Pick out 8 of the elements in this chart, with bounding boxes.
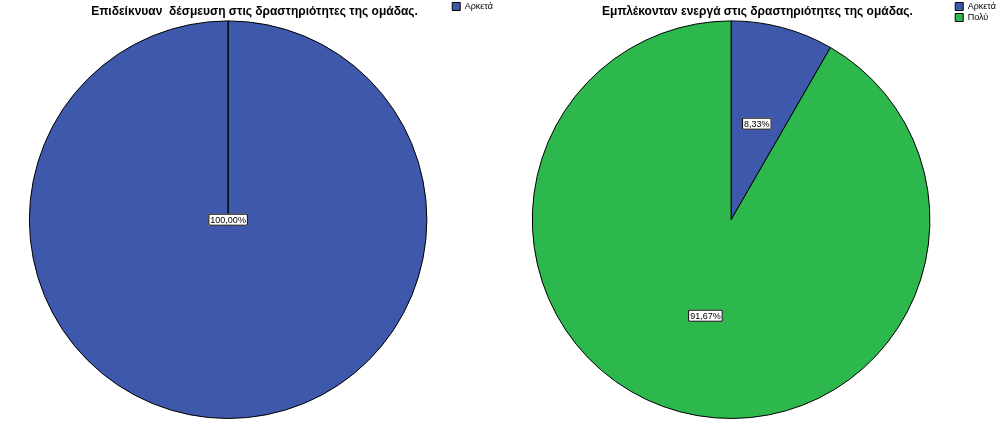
chart-title: Επιδείκνυαν δέσμευση στις δραστηριότητες της ομάδας. bbox=[91, 3, 418, 18]
legend-label: Αρκετά bbox=[967, 0, 996, 11]
chart-title: Εμπλέκονταν ενεργά στις δραστηριότητες της ομάδας. bbox=[602, 3, 913, 18]
data-label: 8,33% bbox=[744, 118, 770, 129]
data-label: 91,67% bbox=[690, 310, 721, 321]
legend-label: Αρκετά bbox=[464, 0, 493, 11]
data-label: 100,00% bbox=[210, 214, 246, 225]
legend-label: Πολύ bbox=[967, 11, 989, 22]
